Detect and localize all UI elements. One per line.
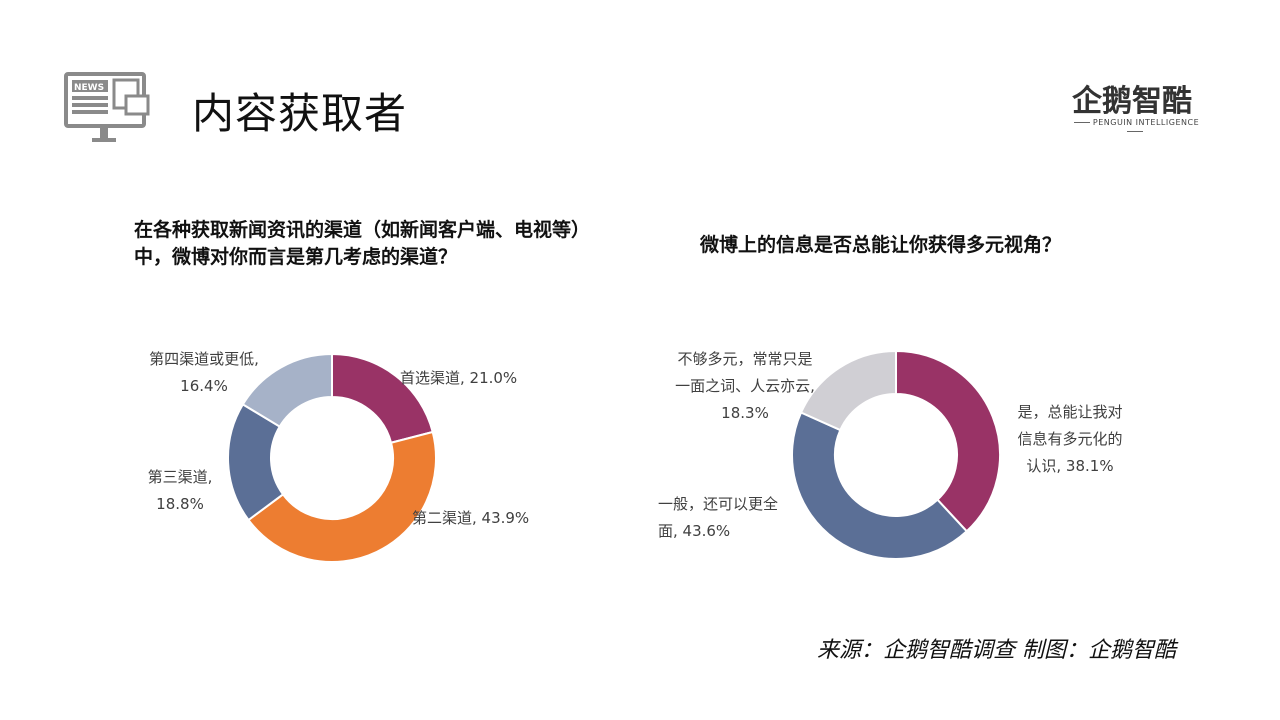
chart-1-slice-4 xyxy=(241,352,333,428)
chart-2-label-yes-line1: 是，总能让我对 xyxy=(1017,403,1123,421)
chart-2-label-average-line2: 面, 43.6% xyxy=(658,522,731,540)
chart-1-label-third-line1: 第三渠道, xyxy=(147,468,213,486)
logo-subtitle-text: PENGUIN INTELLIGENCE xyxy=(1092,118,1200,127)
chart-1-label-fourth-line1: 第四渠道或更低, xyxy=(149,350,259,368)
chart-1-label-third-line2: 18.8% xyxy=(156,495,204,513)
chart-2-label-average-line1: 一般，还可以更全 xyxy=(658,495,779,513)
logo-subtitle: PENGUIN INTELLIGENCE xyxy=(1066,118,1204,136)
chart-2-slice-1 xyxy=(895,349,1001,533)
chart-2-slice-3 xyxy=(799,349,897,432)
chart-1-label-third: 第三渠道, 18.8% xyxy=(137,464,223,518)
news-monitor-icon: NEWS xyxy=(64,72,150,142)
chart-1-title: 在各种获取新闻资讯的渠道（如新闻客户端、电视等）中，微博对你而言是第几考虑的渠道… xyxy=(134,219,591,268)
chart-2-label-not-enough: 不够多元，常常只是 一面之词、人云亦云, 18.3% xyxy=(656,346,834,427)
chart-1-label-fourth: 第四渠道或更低, 16.4% xyxy=(136,346,272,400)
page-title: 内容获取者 xyxy=(192,89,408,138)
brand-logo: 企鹅智酷 PENGUIN INTELLIGENCE xyxy=(1066,76,1206,140)
chart-2-label-average: 一般，还可以更全 面, 43.6% xyxy=(658,491,778,545)
logo-name: 企鹅智酷 xyxy=(1072,84,1192,119)
chart-1-label-second: 第二渠道, 43.9% xyxy=(412,509,530,527)
chart-1-slice-2 xyxy=(247,430,437,563)
chart-2-slice-2 xyxy=(791,411,969,560)
chart-2-label-not-enough-line1: 不够多元，常常只是 xyxy=(677,350,813,368)
chart-1-label-first: 首选渠道, 21.0% xyxy=(400,369,518,387)
chart-2-label-not-enough-line2: 一面之词、人云亦云, xyxy=(675,377,815,395)
chart-2-label-yes-line3: 认识, 38.1% xyxy=(1026,457,1114,475)
svg-text:NEWS: NEWS xyxy=(74,83,104,93)
chart-1-label-fourth-line2: 16.4% xyxy=(180,377,228,395)
chart-2-label-not-enough-line3: 18.3% xyxy=(721,404,769,422)
chart-2-title: 微博上的信息是否总能让你获得多元视角？ xyxy=(700,234,1062,256)
chart-2-label-yes-line2: 信息有多元化的 xyxy=(1017,430,1123,448)
chart-2-label-yes: 是，总能让我对 信息有多元化的 认识, 38.1% xyxy=(1000,399,1140,480)
source-note: 来源：企鹅智酷调查 制图：企鹅智酷 xyxy=(817,638,1176,663)
